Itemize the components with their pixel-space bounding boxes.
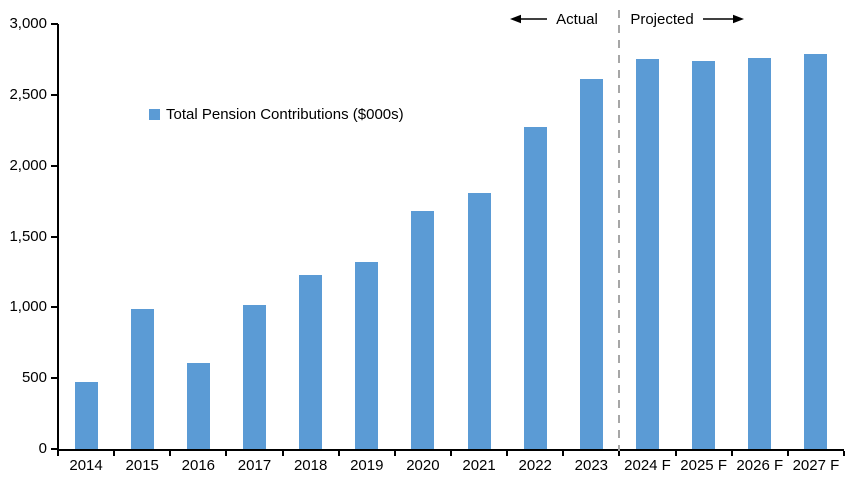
x-axis-tick	[337, 451, 340, 456]
y-axis-tick-label: 500	[21, 369, 47, 387]
y-axis-tick	[51, 164, 58, 167]
bar-2021	[467, 192, 491, 449]
bar-2014	[74, 382, 98, 449]
x-axis-tick	[786, 451, 789, 456]
y-axis-tick	[51, 93, 58, 96]
x-axis-label-2018: 2018	[293, 457, 328, 474]
x-axis-label-2027-F: 2027 F	[792, 457, 840, 474]
x-axis-label-2015: 2015	[125, 457, 159, 474]
x-axis-label-2020: 2020	[406, 457, 440, 474]
x-axis-tick	[562, 451, 565, 456]
y-axis-line	[57, 24, 59, 451]
right-arrow-icon	[703, 14, 744, 24]
x-axis-label-2025-F: 2025 F	[680, 457, 727, 474]
x-axis-label-2022: 2022	[518, 457, 552, 474]
left-arrow-icon	[510, 14, 547, 24]
y-axis-tick	[51, 377, 58, 380]
actual-projected-divider	[618, 10, 621, 451]
bar-2022	[523, 127, 547, 449]
y-axis-tick	[51, 448, 58, 450]
bar-2024-F	[636, 59, 659, 449]
x-axis-tick	[281, 451, 284, 456]
x-axis-label-2021: 2021	[462, 457, 496, 474]
x-axis-label-2024-F: 2024 F	[624, 457, 671, 474]
x-axis-label-2019: 2019	[350, 457, 384, 474]
legend: Total Pension Contributions ($000s)	[149, 106, 404, 123]
bar-2018	[299, 274, 323, 449]
x-axis-tick	[225, 451, 228, 456]
x-axis-tick	[393, 451, 396, 456]
x-axis-label-2014: 2014	[69, 457, 103, 474]
y-axis-tick	[51, 235, 58, 238]
x-axis-tick	[730, 451, 733, 456]
y-axis-tick-label: 2,000	[9, 156, 47, 174]
x-axis-label-2017: 2017	[237, 457, 272, 474]
y-axis-tick-label: 3,000	[9, 15, 47, 32]
x-axis-tick	[618, 451, 621, 456]
x-axis-tick	[506, 451, 509, 456]
bar-2026-F	[748, 58, 772, 449]
x-axis-tick	[450, 451, 452, 456]
legend-marker-icon	[149, 109, 160, 120]
x-axis-label-2016: 2016	[181, 457, 216, 474]
x-axis-label-2023: 2023	[574, 457, 609, 474]
legend-label: Total Pension Contributions ($000s)	[166, 106, 404, 123]
bar-2023	[579, 79, 603, 449]
bar-2025-F	[692, 60, 716, 449]
actual-label: Actual	[556, 11, 598, 28]
y-axis-tick	[51, 306, 58, 309]
bar-2019	[355, 262, 379, 449]
x-axis-tick	[169, 451, 172, 456]
projected-label: Projected	[630, 11, 694, 28]
x-axis-tick	[113, 451, 116, 456]
x-axis-tick	[674, 451, 677, 456]
bar-2015	[130, 308, 154, 449]
bar-2016	[186, 362, 210, 449]
y-axis-tick-label: 2,500	[9, 85, 47, 103]
x-axis-tick	[57, 451, 59, 456]
y-axis-tick-label: 1,000	[9, 298, 47, 316]
y-axis-tick	[51, 23, 58, 25]
bar-2017	[243, 304, 266, 449]
x-axis-line	[57, 449, 844, 451]
bar-2020	[411, 211, 435, 449]
x-axis-label-2026-F: 2026 F	[736, 457, 784, 474]
bar-2027-F	[804, 53, 828, 449]
y-axis-tick-label: 1,500	[9, 227, 47, 245]
x-axis-tick	[843, 451, 845, 456]
y-axis-tick-label: 0	[38, 440, 47, 457]
plot-area	[58, 24, 844, 449]
